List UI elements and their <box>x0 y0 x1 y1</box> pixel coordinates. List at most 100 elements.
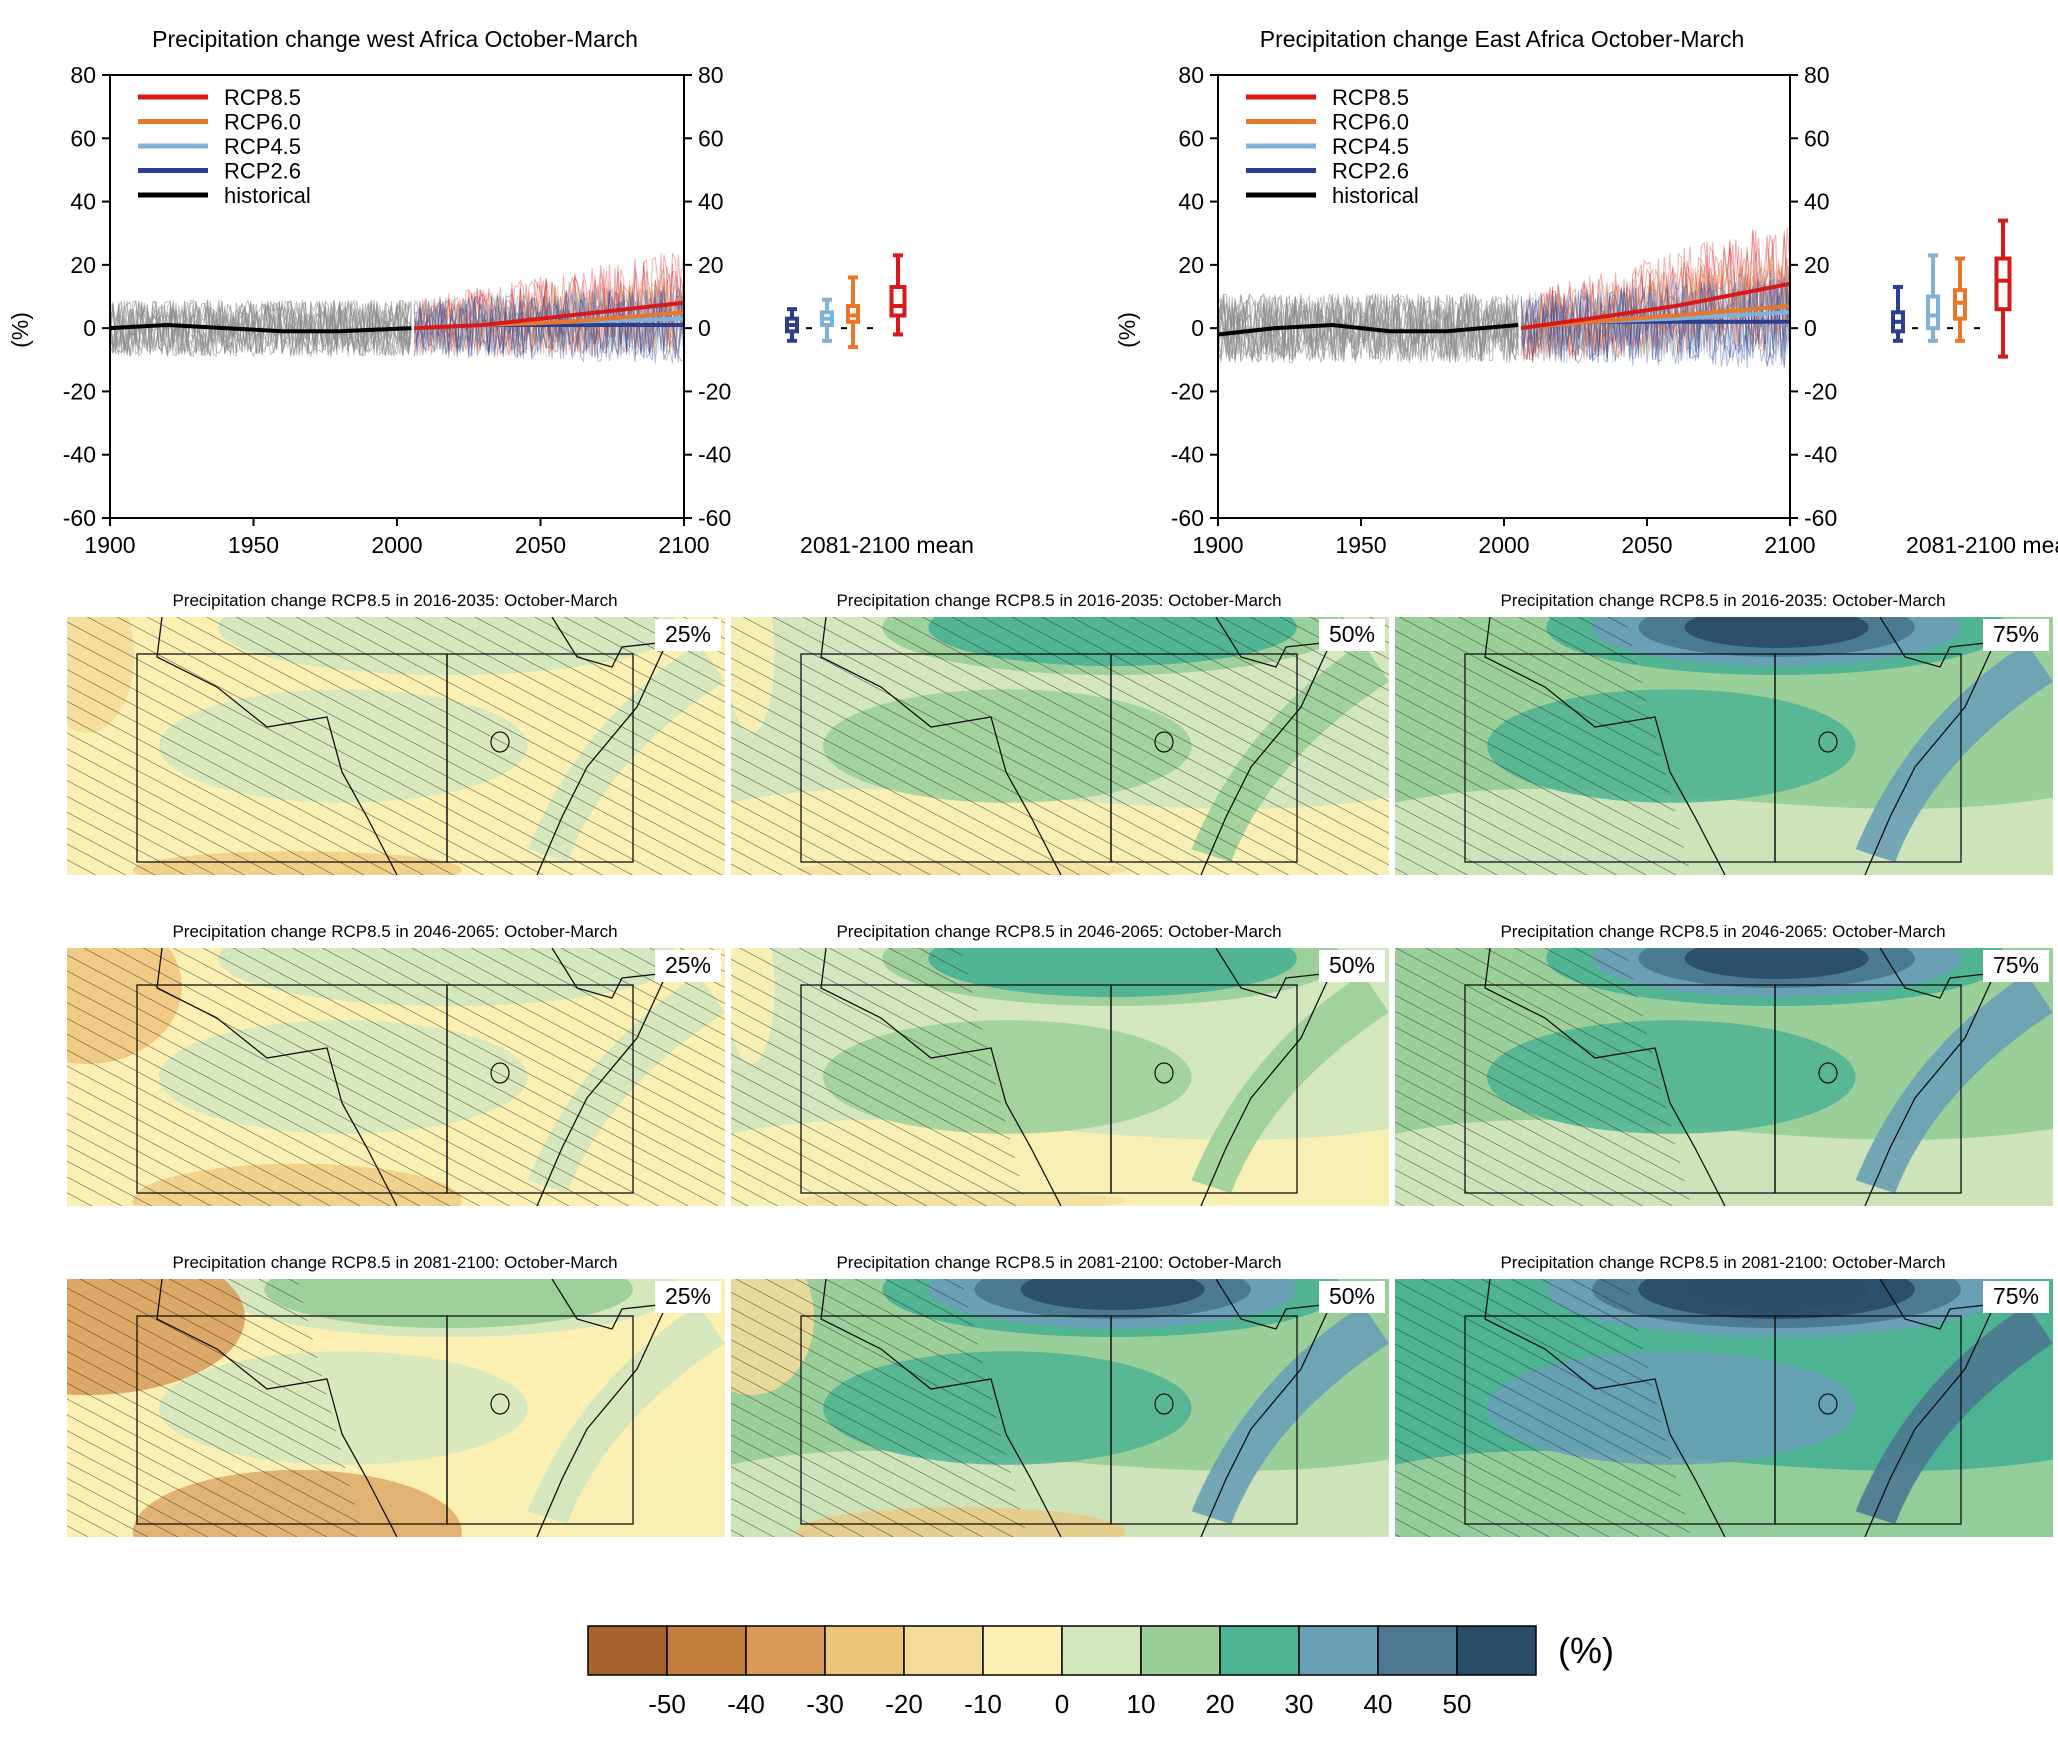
region-box-east <box>446 984 634 1194</box>
y-tick-label: -40 <box>1171 442 1204 468</box>
y-tick-label: -20 <box>1171 378 1204 404</box>
map-title: Precipitation change RCP8.5 in 2046-2065… <box>836 922 1281 941</box>
colorbar-cell <box>745 1625 826 1676</box>
y-tick-label: 20 <box>70 252 96 278</box>
map-panel <box>731 948 1389 1206</box>
region-box-east <box>1110 653 1298 863</box>
ensemble-member-line <box>413 285 685 356</box>
colorbar-tick-label: -20 <box>885 1689 923 1719</box>
ts-title: Precipitation change East Africa October… <box>1260 26 1745 52</box>
percentile-label: 50% <box>1329 1283 1375 1309</box>
boxplot-group <box>1891 218 2012 359</box>
x-tick-label: 2000 <box>371 532 422 558</box>
colorbar-tick-label: -40 <box>727 1689 765 1719</box>
map-title: Precipitation change RCP8.5 in 2016-2035… <box>172 591 617 610</box>
y-tick-label: -40 <box>1804 442 1837 468</box>
coastline <box>156 1279 398 1537</box>
timeseries-west-africa: Precipitation change west Africa October… <box>7 26 974 558</box>
region-box-east <box>446 653 634 863</box>
colorbar-tick-label: 50 <box>1443 1689 1472 1719</box>
map-title: Precipitation change RCP8.5 in 2016-2035… <box>1500 591 1945 610</box>
boxplot-rcp60 <box>846 275 860 350</box>
map-title: Precipitation change RCP8.5 in 2081-2100… <box>172 1253 617 1272</box>
ensemble-spread <box>1217 227 1791 369</box>
percentile-label: 50% <box>1329 952 1375 978</box>
legend-label: RCP2.6 <box>1332 159 1409 184</box>
y-tick-label: -60 <box>1804 505 1837 531</box>
y-tick-label: 40 <box>698 189 724 215</box>
y-tick-label: -20 <box>698 378 731 404</box>
ensemble-member-line <box>413 280 685 356</box>
ensemble-member-line <box>413 283 685 358</box>
series-line-historical <box>1217 322 1519 337</box>
y-tick-label: 0 <box>1804 315 1817 341</box>
ensemble-member-line <box>413 282 685 357</box>
boxplot-rcp45 <box>1926 253 1940 343</box>
ensemble-member-line <box>1520 265 1791 362</box>
map-title: Precipitation change RCP8.5 in 2081-2100… <box>836 1253 1281 1272</box>
y-tick-label: -60 <box>698 505 731 531</box>
legend-label: RCP8.5 <box>224 85 301 110</box>
percentile-label: 75% <box>1993 621 2039 647</box>
lake-victoria <box>1818 1393 1838 1415</box>
coastline <box>820 617 1062 875</box>
significance-hatching <box>67 1279 364 1537</box>
y-tick-label: -40 <box>63 442 96 468</box>
map-grid: Precipitation change RCP8.5 in 2016-2035… <box>67 591 2053 1537</box>
lake-victoria <box>1818 1062 1838 1084</box>
lake-victoria <box>490 1393 510 1415</box>
y-tick-label: 60 <box>698 125 724 151</box>
y-axis-label: (%) <box>1114 312 1140 348</box>
lake-victoria <box>1154 1393 1174 1415</box>
colorbar-tick-label: -50 <box>648 1689 686 1719</box>
colorbar-unit: (%) <box>1558 1630 1614 1671</box>
ensemble-member-line <box>1520 257 1791 362</box>
map-panel <box>1395 948 2053 1206</box>
colorbar-cells <box>587 1625 1537 1676</box>
y-tick-label: 20 <box>1804 252 1830 278</box>
ensemble-member-line <box>1520 265 1791 363</box>
boxplot-rcp85 <box>1994 218 2012 359</box>
percentile-label-bg <box>655 1281 721 1313</box>
colorbar-ticks: -50 -40 -30 -20 -10 0 10 20 30 40 50 <box>648 1689 1471 1719</box>
percentile-label-bg <box>1319 950 1385 982</box>
coastline <box>1484 948 1726 1206</box>
timeseries-east-africa: Precipitation change East Africa October… <box>1114 26 2058 558</box>
box-axis-label: 2081-2100 mean <box>800 532 974 558</box>
series-line-rcp85 <box>414 300 685 331</box>
coastline <box>820 1279 1062 1537</box>
y-tick-label: -60 <box>63 505 96 531</box>
percentile-label-bg <box>655 619 721 651</box>
percentile-label-bg <box>1983 1281 2049 1313</box>
percentile-label: 25% <box>665 952 711 978</box>
legend-label: RCP4.5 <box>224 134 301 159</box>
colorbar-tick-label: 20 <box>1206 1689 1235 1719</box>
y-tick-label: -20 <box>1804 378 1837 404</box>
ts-plot-area: -60 -60 -40 -40 -20 -20 0 0 20 20 40 40 60 60 80 80 1900… <box>63 62 732 558</box>
percentile-label: 25% <box>665 621 711 647</box>
ensemble-member-line <box>109 299 412 357</box>
percentile-label-bg <box>655 950 721 982</box>
map-title: Precipitation change RCP8.5 in 2016-2035… <box>836 591 1281 610</box>
ensemble-member-line <box>1520 270 1791 361</box>
coastline <box>156 617 398 875</box>
percentile-label: 75% <box>1993 952 2039 978</box>
map-panel <box>67 617 725 875</box>
x-tick-label: 1950 <box>1335 532 1386 558</box>
box-axis-label: 2081-2100 mean <box>1906 532 2058 558</box>
colorbar-cell <box>1456 1625 1537 1676</box>
x-tick-label: 1900 <box>84 532 135 558</box>
lake-victoria <box>1154 731 1174 753</box>
ensemble-member-line <box>1520 255 1791 362</box>
colorbar-tick-label: 40 <box>1364 1689 1393 1719</box>
boxplot-group <box>785 253 907 350</box>
ensemble-member-line <box>413 286 685 361</box>
map-panel <box>67 948 725 1206</box>
coastline <box>156 948 398 1206</box>
y-tick-label: 0 <box>698 315 711 341</box>
legend-label: historical <box>1332 183 1419 208</box>
y-tick-label: 80 <box>698 62 724 88</box>
coastline <box>1484 1279 1726 1537</box>
